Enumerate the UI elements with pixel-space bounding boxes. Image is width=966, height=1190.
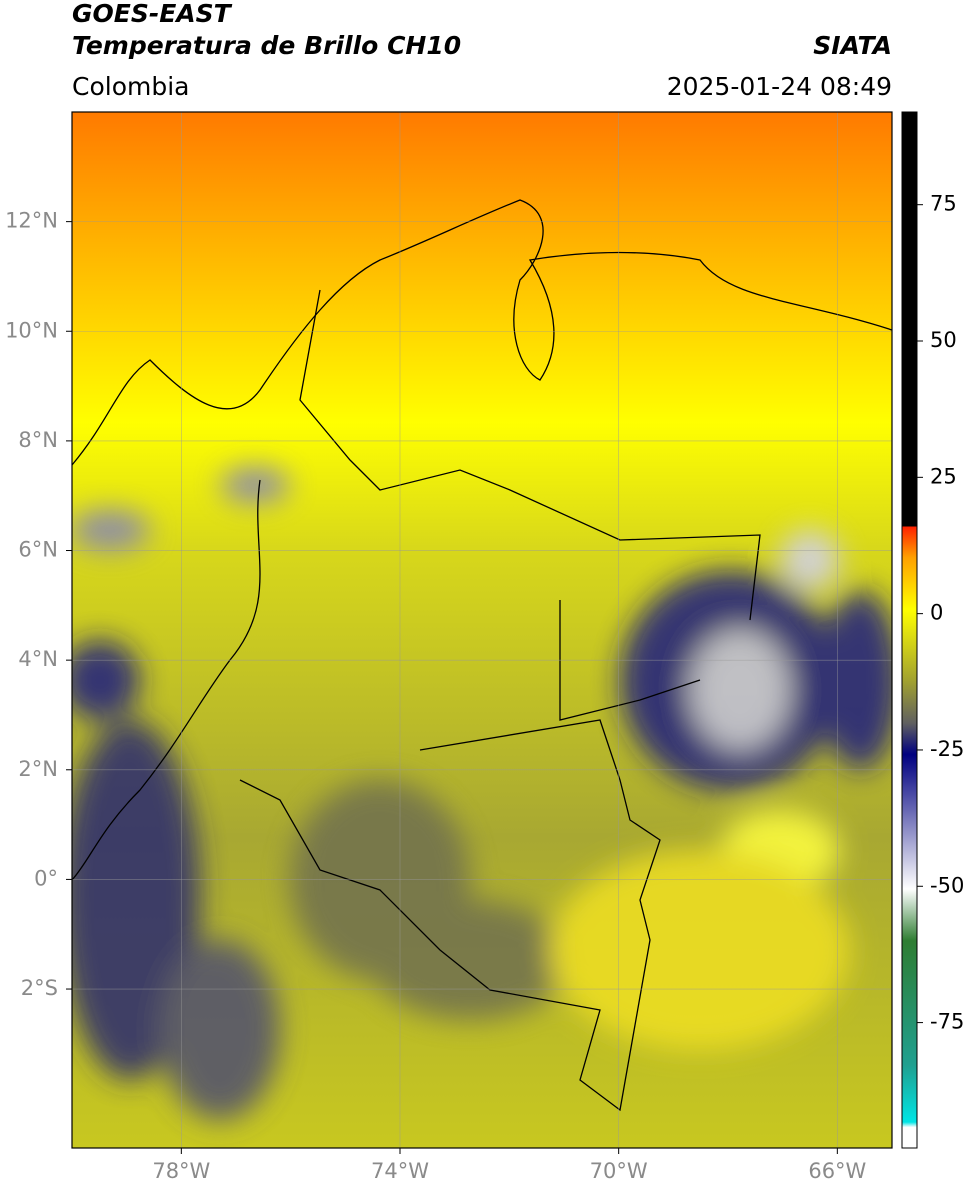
y-tick-label: 10°N xyxy=(5,318,58,342)
grid xyxy=(72,112,892,1148)
source: SIATA xyxy=(813,31,892,60)
y-tick-label: 2°S xyxy=(21,976,58,1000)
colorbar-tick-label: -50 xyxy=(930,873,964,897)
datetime: 2025-01-24 08:49 xyxy=(667,72,892,101)
subtitle: Temperatura de Brillo CH10 xyxy=(72,31,461,60)
colorbar-tick-label: -75 xyxy=(930,1010,964,1034)
map-frame xyxy=(71,111,893,1149)
coastline xyxy=(72,199,892,881)
y-tick-label: 2°N xyxy=(18,757,58,781)
x-tick-label: 70°W xyxy=(590,1159,648,1183)
region: Colombia xyxy=(72,72,189,101)
colorbar xyxy=(901,111,918,1149)
colorbar-tick-label: 75 xyxy=(930,192,957,216)
title: GOES-EAST xyxy=(72,0,233,28)
satellite-image xyxy=(72,112,892,1148)
colorbar-tick-label: -25 xyxy=(930,737,964,761)
x-tick-label: 66°W xyxy=(808,1159,866,1183)
x-tick-label: 78°W xyxy=(152,1159,210,1183)
colorbar-tick-label: 0 xyxy=(930,601,943,625)
y-tick-label: 8°N xyxy=(18,428,58,452)
colorbar-tick-label: 50 xyxy=(930,328,957,352)
y-tick-label: 0° xyxy=(34,866,58,890)
colorbar-tick-label: 25 xyxy=(930,464,957,488)
y-tick-label: 4°N xyxy=(18,647,58,671)
y-tick-label: 6°N xyxy=(18,538,58,562)
x-tick-label: 74°W xyxy=(371,1159,429,1183)
y-tick-label: 12°N xyxy=(5,209,58,233)
